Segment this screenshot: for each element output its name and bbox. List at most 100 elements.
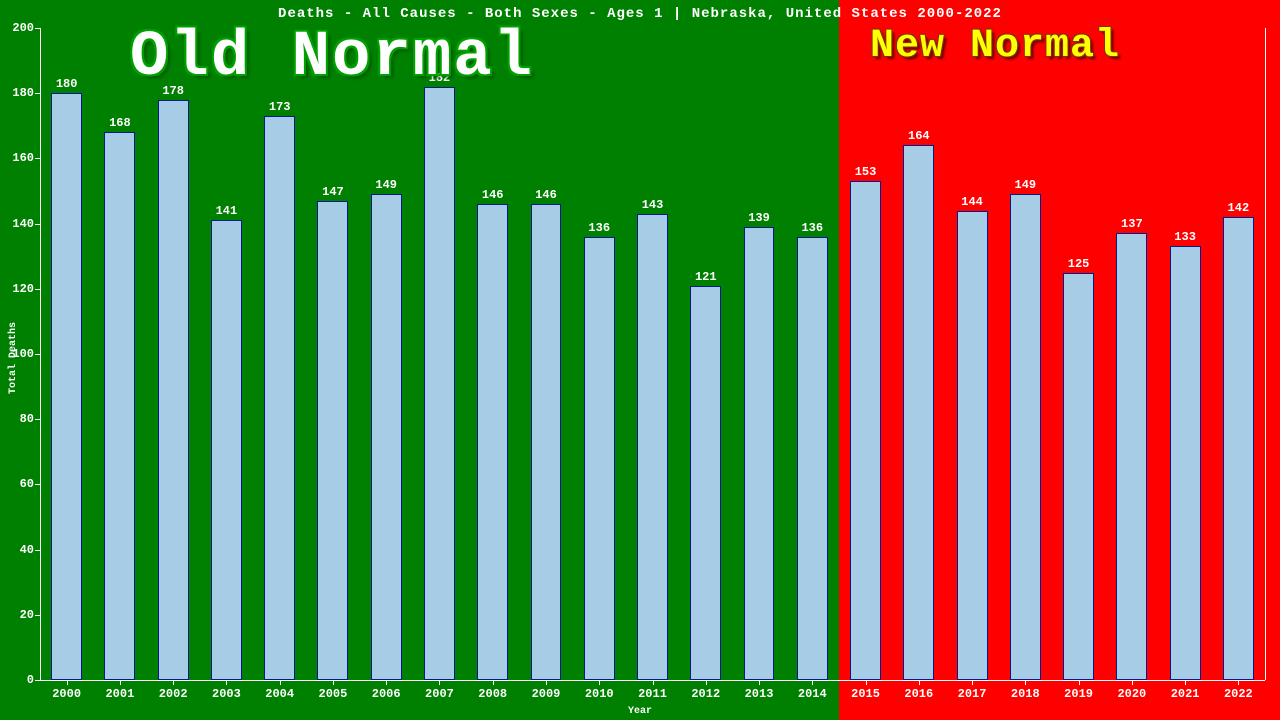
xtick-label: 2006 <box>372 687 401 701</box>
bar-value-label: 143 <box>642 198 664 212</box>
xtick-label: 2004 <box>265 687 294 701</box>
xtick-label: 2008 <box>478 687 507 701</box>
bar-value-label: 149 <box>375 178 397 192</box>
bar <box>1223 217 1254 680</box>
xtick-label: 2013 <box>745 687 774 701</box>
y-axis-line <box>40 28 41 680</box>
xtick-mark <box>67 680 68 685</box>
xtick-mark <box>706 680 707 685</box>
bar-value-label: 164 <box>908 129 930 143</box>
xtick-mark <box>546 680 547 685</box>
ytick-label: 120 <box>4 282 34 296</box>
xtick-mark <box>1238 680 1239 685</box>
ytick-label: 180 <box>4 86 34 100</box>
ytick-mark <box>35 484 40 485</box>
bar-value-label: 136 <box>801 221 823 235</box>
bar-value-label: 136 <box>588 221 610 235</box>
bar-value-label: 141 <box>216 204 238 218</box>
ytick-label: 60 <box>4 477 34 491</box>
xtick-label: 2018 <box>1011 687 1040 701</box>
bar <box>744 227 775 680</box>
ytick-label: 200 <box>4 21 34 35</box>
ytick-label: 80 <box>4 412 34 426</box>
chart-title: Deaths - All Causes - Both Sexes - Ages … <box>0 6 1280 22</box>
xtick-label: 2011 <box>638 687 667 701</box>
bar <box>637 214 668 680</box>
xtick-label: 2009 <box>532 687 561 701</box>
xtick-label: 2020 <box>1117 687 1146 701</box>
ytick-mark <box>35 93 40 94</box>
xtick-label: 2022 <box>1224 687 1253 701</box>
xtick-label: 2016 <box>904 687 933 701</box>
bar <box>903 145 934 680</box>
bar-value-label: 133 <box>1174 230 1196 244</box>
ytick-mark <box>35 680 40 681</box>
bar <box>104 132 135 680</box>
xtick-label: 2005 <box>319 687 348 701</box>
xtick-mark <box>1185 680 1186 685</box>
ytick-mark <box>35 615 40 616</box>
bar-value-label: 144 <box>961 195 983 209</box>
xtick-mark <box>1132 680 1133 685</box>
bar <box>424 87 455 680</box>
bar-value-label: 173 <box>269 100 291 114</box>
xtick-mark <box>386 680 387 685</box>
bar-value-label: 139 <box>748 211 770 225</box>
bar-value-label: 147 <box>322 185 344 199</box>
bar <box>1170 246 1201 680</box>
xtick-label: 2007 <box>425 687 454 701</box>
bar-value-label: 153 <box>855 165 877 179</box>
xtick-mark <box>1079 680 1080 685</box>
ytick-mark <box>35 224 40 225</box>
xtick-label: 2012 <box>691 687 720 701</box>
xtick-label: 2014 <box>798 687 827 701</box>
xtick-mark <box>866 680 867 685</box>
ytick-mark <box>35 354 40 355</box>
xtick-label: 2019 <box>1064 687 1093 701</box>
xtick-mark <box>333 680 334 685</box>
xtick-mark <box>972 680 973 685</box>
bar <box>584 237 615 680</box>
ytick-label: 20 <box>4 608 34 622</box>
xtick-mark <box>493 680 494 685</box>
bar <box>1116 233 1147 680</box>
xtick-mark <box>1025 680 1026 685</box>
xtick-mark <box>599 680 600 685</box>
ytick-mark <box>35 550 40 551</box>
ytick-label: 0 <box>4 673 34 687</box>
xtick-label: 2000 <box>52 687 81 701</box>
bar <box>211 220 242 680</box>
bar <box>1010 194 1041 680</box>
bar <box>264 116 295 680</box>
y-axis-right-line <box>1265 28 1266 680</box>
bar <box>690 286 721 680</box>
xtick-mark <box>759 680 760 685</box>
bar <box>957 211 988 680</box>
ytick-label: 40 <box>4 543 34 557</box>
bar-value-label: 137 <box>1121 217 1143 231</box>
ytick-label: 140 <box>4 217 34 231</box>
x-axis-label: Year <box>0 706 1280 717</box>
bar <box>371 194 402 680</box>
xtick-mark <box>812 680 813 685</box>
xtick-label: 2017 <box>958 687 987 701</box>
xtick-mark <box>919 680 920 685</box>
bar <box>797 237 828 680</box>
xtick-label: 2010 <box>585 687 614 701</box>
ytick-mark <box>35 419 40 420</box>
xtick-label: 2021 <box>1171 687 1200 701</box>
bar <box>1063 273 1094 681</box>
bar <box>531 204 562 680</box>
bar-value-label: 182 <box>429 71 451 85</box>
bar <box>477 204 508 680</box>
xtick-label: 2001 <box>105 687 134 701</box>
bar-value-label: 180 <box>56 77 78 91</box>
xtick-mark <box>120 680 121 685</box>
bar-value-label: 149 <box>1015 178 1037 192</box>
chart-canvas: Deaths - All Causes - Both Sexes - Ages … <box>0 0 1280 720</box>
ytick-mark <box>35 289 40 290</box>
bar <box>850 181 881 680</box>
bar-value-label: 178 <box>162 84 184 98</box>
ytick-mark <box>35 158 40 159</box>
bar-value-label: 142 <box>1228 201 1250 215</box>
